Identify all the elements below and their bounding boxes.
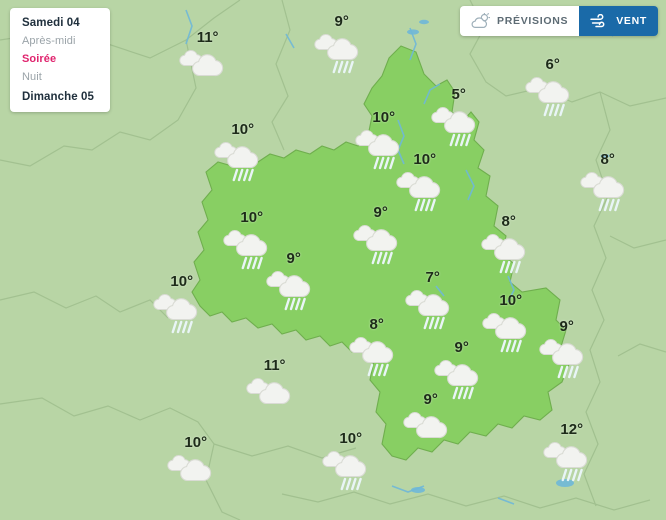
rain-cloud-icon <box>151 289 207 335</box>
weather-point[interactable]: 10° <box>480 292 536 354</box>
temperature-label: 10° <box>184 434 208 451</box>
temperature-label: 10° <box>240 209 264 226</box>
cloudy-icon <box>401 407 457 441</box>
rain-cloud-icon <box>312 29 368 75</box>
temperature-label: 6° <box>545 56 560 73</box>
weather-point[interactable]: 10° <box>212 121 268 183</box>
legend-slot-afternoon[interactable]: Après-midi <box>22 35 76 47</box>
weather-point[interactable]: 10° <box>151 273 207 335</box>
temperature-label: 9° <box>373 204 388 221</box>
temperature-label: 10° <box>413 151 437 168</box>
rain-cloud-icon <box>394 167 450 213</box>
weather-point[interactable]: 11° <box>244 357 300 407</box>
sun-cloud-icon <box>471 13 490 29</box>
weather-point[interactable]: 10° <box>221 209 277 271</box>
cloudy-icon <box>177 45 233 79</box>
cloudy-icon <box>244 373 300 407</box>
rain-cloud-icon <box>320 446 376 492</box>
map-mode-button-group: PRÉVISIONS VENT <box>460 6 658 36</box>
weather-point[interactable]: 6° <box>523 56 579 118</box>
rain-cloud-icon <box>351 220 407 266</box>
weather-point[interactable]: 10° <box>320 430 376 492</box>
weather-point[interactable]: 9° <box>312 13 368 75</box>
temperature-label: 8° <box>501 213 516 230</box>
temperature-label: 9° <box>454 339 469 356</box>
temperature-label: 5° <box>451 86 466 103</box>
weather-point[interactable]: 12° <box>541 421 597 483</box>
legend-slot-evening[interactable]: Soirée <box>22 53 57 65</box>
weather-point[interactable]: 10° <box>394 151 450 213</box>
weather-point[interactable]: 8° <box>479 213 535 275</box>
rain-cloud-icon <box>578 167 634 213</box>
rain-cloud-icon <box>537 334 593 380</box>
rain-cloud-icon <box>479 229 535 275</box>
weather-point[interactable]: 9° <box>401 391 457 441</box>
temperature-label: 9° <box>559 318 574 335</box>
cloudy-icon <box>165 450 221 484</box>
legend-day-current[interactable]: Samedi 04 <box>22 17 80 29</box>
weather-point[interactable]: 9° <box>432 339 488 401</box>
forecast-button-label: PRÉVISIONS <box>497 15 569 27</box>
rain-cloud-icon <box>347 332 403 378</box>
forecast-legend-panel: Samedi 04 Après-midi Soirée Nuit Dimanch… <box>10 8 110 112</box>
temperature-label: 11° <box>263 357 286 374</box>
weather-point[interactable]: 11° <box>177 29 233 79</box>
weather-point[interactable]: 8° <box>578 151 634 213</box>
temperature-label: 10° <box>372 109 396 126</box>
temperature-label: 9° <box>286 250 301 267</box>
rain-cloud-icon <box>432 355 488 401</box>
weather-point[interactable]: 9° <box>537 318 593 380</box>
forecast-button[interactable]: PRÉVISIONS <box>460 6 580 36</box>
temperature-label: 10° <box>499 292 523 309</box>
rain-cloud-icon <box>429 102 485 148</box>
weather-point[interactable]: 10° <box>353 109 409 171</box>
temperature-label: 10° <box>231 121 255 138</box>
wind-icon <box>590 14 609 28</box>
rain-cloud-icon <box>541 437 597 483</box>
rain-cloud-icon <box>353 125 409 171</box>
rain-cloud-icon <box>221 225 277 271</box>
temperature-label: 9° <box>423 391 438 408</box>
weather-point[interactable]: 5° <box>429 86 485 148</box>
rain-cloud-icon <box>212 137 268 183</box>
wind-button[interactable]: VENT <box>579 6 658 36</box>
rain-cloud-icon <box>403 285 459 331</box>
temperature-label: 9° <box>334 13 349 30</box>
rain-cloud-icon <box>264 266 320 312</box>
temperature-label: 8° <box>369 316 384 333</box>
temperature-label: 7° <box>425 269 440 286</box>
weather-point[interactable]: 10° <box>165 434 221 484</box>
temperature-label: 10° <box>339 430 363 447</box>
temperature-label: 8° <box>600 151 615 168</box>
wind-button-label: VENT <box>616 15 647 27</box>
temperature-label: 12° <box>560 421 584 438</box>
legend-day-next[interactable]: Dimanche 05 <box>22 91 95 103</box>
weather-point[interactable]: 8° <box>347 316 403 378</box>
weather-point[interactable]: 7° <box>403 269 459 331</box>
weather-point[interactable]: 9° <box>264 250 320 312</box>
temperature-label: 10° <box>170 273 194 290</box>
weather-point[interactable]: 9° <box>351 204 407 266</box>
rain-cloud-icon <box>523 72 579 118</box>
rain-cloud-icon <box>480 308 536 354</box>
temperature-label: 11° <box>196 29 219 46</box>
legend-slot-night[interactable]: Nuit <box>22 71 42 83</box>
